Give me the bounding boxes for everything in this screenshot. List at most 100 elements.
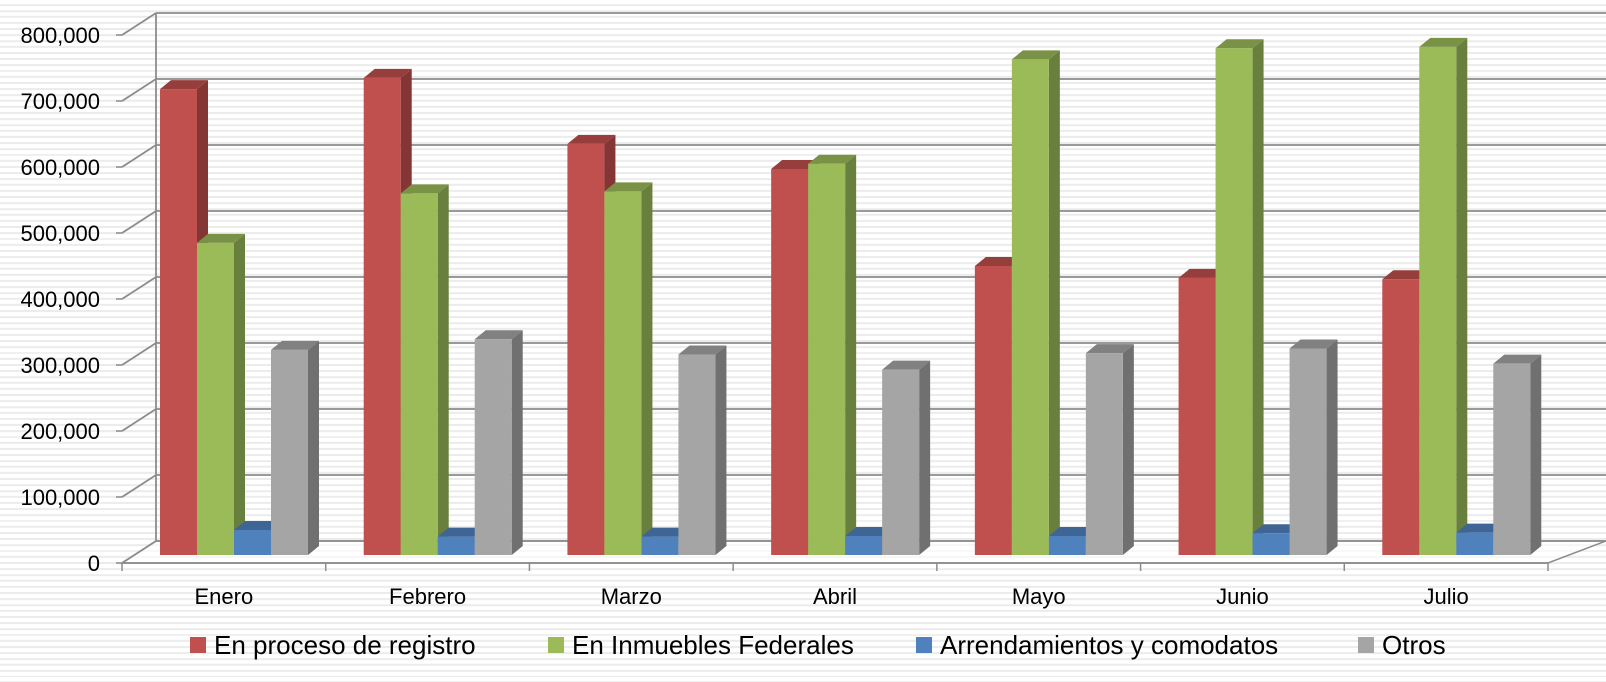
bar-otros [1085, 344, 1134, 555]
bar-otros [882, 360, 931, 555]
bar-front [641, 536, 679, 555]
bar-side [437, 184, 449, 555]
legend-label: Arrendamientos y comodatos [940, 630, 1278, 660]
bar-front [974, 266, 1012, 555]
bar-top [1048, 526, 1097, 536]
y-tick-label: 200,000 [20, 419, 100, 444]
bar-en-inmuebles-federales [604, 182, 653, 556]
bar-side [1530, 354, 1542, 555]
bar-side [1252, 39, 1264, 555]
bar-otros [1493, 354, 1542, 555]
x-tick-label: Abril [813, 584, 857, 609]
bar-top [400, 184, 449, 194]
x-tick-label: Marzo [601, 584, 662, 609]
bar-top [808, 154, 857, 164]
bar-top [1456, 523, 1505, 533]
bar-en-inmuebles-federales [1419, 37, 1468, 555]
legend-item: En proceso de registro [190, 630, 476, 660]
bar-front [771, 168, 809, 556]
legend-swatch [190, 637, 206, 653]
bar-side [641, 182, 653, 556]
legend-swatch [916, 637, 932, 653]
bar-top [845, 526, 894, 536]
y-tick-label: 300,000 [20, 353, 100, 378]
gridline-side [121, 408, 157, 432]
gridline-side [121, 144, 157, 168]
legend-item: Otros [1358, 630, 1446, 660]
bar-en-inmuebles-federales [400, 184, 449, 555]
bar-front [1011, 59, 1049, 556]
bar-top [1252, 524, 1301, 534]
bar-front [271, 349, 308, 555]
bar-top [604, 182, 653, 192]
bar-top [474, 330, 523, 340]
bar-en-inmuebles-federales [197, 233, 245, 555]
bar-top [678, 345, 727, 355]
bar-front [437, 536, 475, 555]
legend-item: Arrendamientos y comodatos [916, 630, 1278, 660]
bar-top [1419, 37, 1468, 47]
bar-en-inmuebles-federales [808, 154, 857, 555]
bar-top [1178, 268, 1227, 278]
legend-item: En Inmuebles Federales [548, 630, 854, 660]
bar-front [1178, 277, 1216, 555]
x-tick-label: Mayo [1012, 584, 1066, 609]
y-tick-label: 700,000 [20, 89, 100, 114]
x-tick-label: Junio [1216, 584, 1269, 609]
gridline-side [121, 276, 157, 300]
y-tick-label: 500,000 [20, 221, 100, 246]
bar-otros [271, 340, 319, 555]
gridline-side [121, 342, 157, 366]
bar-top [1382, 270, 1431, 280]
bar-top [437, 527, 486, 537]
y-tick-label: 400,000 [20, 287, 100, 312]
bar-side [1048, 50, 1060, 556]
bar-side [234, 233, 245, 555]
bar-en-inmuebles-federales [1215, 39, 1264, 555]
bar-side [845, 154, 857, 555]
bar-side [1122, 344, 1134, 555]
bar-top [882, 360, 931, 370]
bar-side [919, 360, 931, 555]
bar-side [1456, 37, 1468, 555]
bar-front [1085, 353, 1123, 555]
bar-front [1419, 46, 1457, 555]
bar-top [771, 159, 820, 169]
bar-front [400, 193, 438, 555]
y-tick-label: 0 [88, 551, 100, 576]
legend-label: Otros [1382, 630, 1446, 660]
gridline-side [121, 540, 157, 564]
y-tick-label: 600,000 [20, 155, 100, 180]
bar-front [474, 339, 512, 555]
bar-top [363, 68, 412, 78]
bar-en-proceso-de-registro [160, 80, 208, 556]
y-tick-label: 100,000 [20, 485, 100, 510]
x-tick-label: Febrero [389, 584, 466, 609]
gridline-side [121, 12, 157, 36]
x-tick-label: Enero [194, 584, 253, 609]
bar-otros [1289, 339, 1338, 555]
bar-front [604, 191, 642, 556]
bar-en-inmuebles-federales [1011, 50, 1060, 556]
bar-top [160, 80, 208, 90]
bar-front [1493, 363, 1531, 555]
bar-top [1215, 39, 1264, 49]
y-tick-label: 800,000 [20, 23, 100, 48]
bar-side [511, 330, 523, 555]
bar-side [715, 345, 727, 555]
bar-top [1493, 354, 1542, 364]
bar-front [1456, 532, 1494, 555]
legend-label: En Inmuebles Federales [572, 630, 854, 660]
bar-otros [474, 330, 523, 555]
gridline-side [121, 474, 157, 498]
bar-top [974, 257, 1023, 266]
legend-swatch [548, 637, 564, 653]
bar-top [1011, 50, 1060, 60]
bar-front [808, 163, 846, 555]
bar-top [197, 233, 245, 243]
bar-front [882, 369, 920, 555]
bar-front [1215, 48, 1253, 555]
bar-side [1326, 339, 1338, 555]
bar-top [567, 134, 616, 144]
